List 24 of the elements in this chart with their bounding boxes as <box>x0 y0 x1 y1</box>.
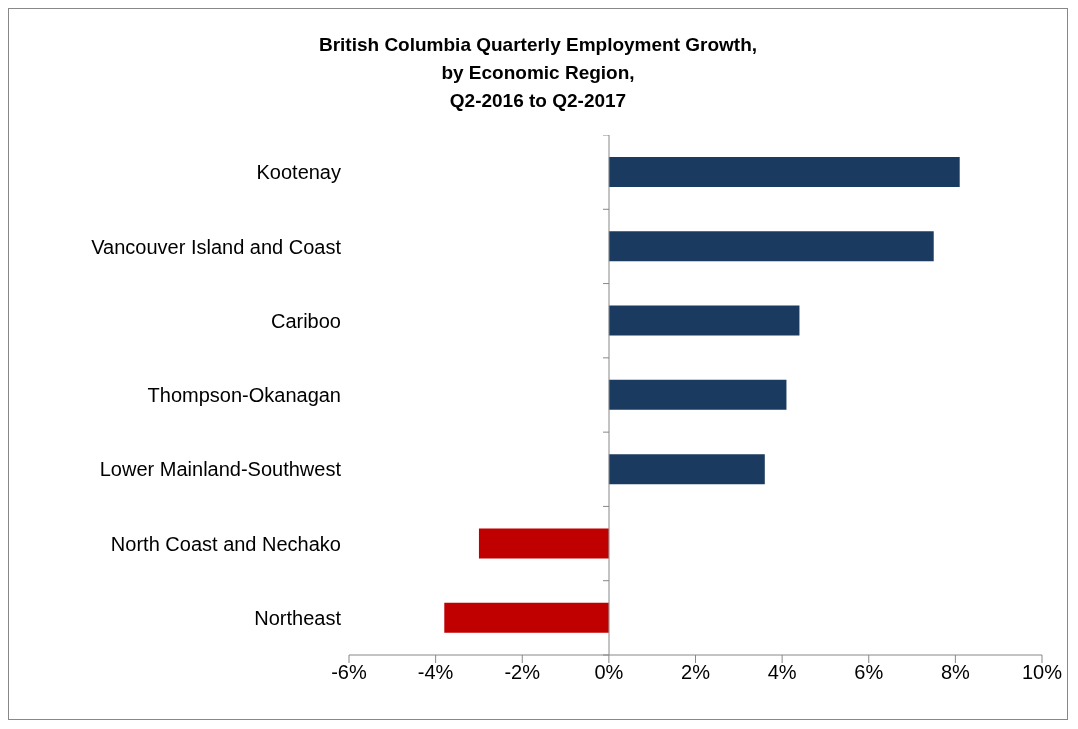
bar <box>478 528 609 559</box>
x-tick-label: 0% <box>594 661 624 684</box>
y-tick-label: Lower Mainland-Southwest <box>99 458 342 481</box>
x-tick-label: -2% <box>504 661 541 684</box>
x-tick-label: -4% <box>417 661 454 684</box>
y-tick-label: Kootenay <box>256 161 341 184</box>
bar <box>608 454 765 485</box>
x-tick-label: 6% <box>854 661 884 684</box>
x-tick-label: -6% <box>331 661 367 684</box>
x-tick-label: 10% <box>1021 661 1063 684</box>
y-tick-label: Cariboo <box>270 309 341 332</box>
y-tick-label: Northeast <box>254 606 342 629</box>
bar <box>608 231 934 262</box>
bar <box>444 602 609 633</box>
bar <box>608 379 787 410</box>
chart-title: British Columbia Quarterly Employment Growth, by Economic Region, Q2-2016 to Q2-2017 <box>317 33 759 113</box>
x-tick-label: 4% <box>767 661 797 684</box>
x-tick-label: 8% <box>940 661 971 684</box>
x-tick-label: 2% <box>681 661 711 684</box>
y-tick-label: North Coast and Nechako <box>110 532 341 555</box>
bar <box>608 157 960 187</box>
y-tick-label: Thompson-Okanagan <box>147 384 341 407</box>
bar <box>608 305 800 336</box>
y-tick-label: Vancouver Island and Coast <box>91 235 342 258</box>
